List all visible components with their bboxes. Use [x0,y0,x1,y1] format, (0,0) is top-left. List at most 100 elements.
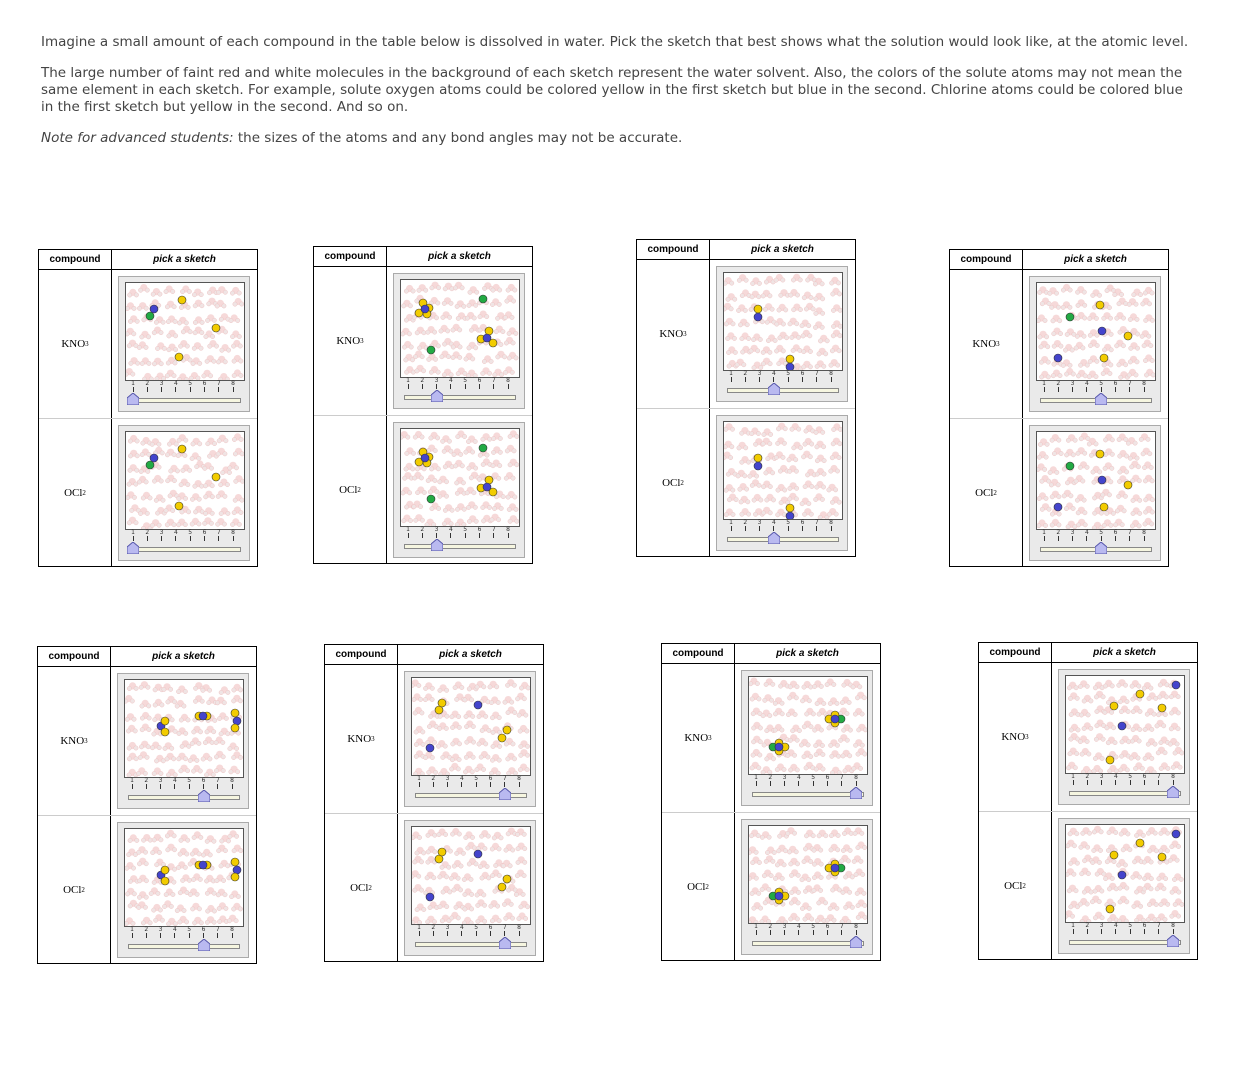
sketch-view[interactable] [1065,675,1185,774]
slider-thumb[interactable] [767,532,780,544]
slider-tick: 6 [799,519,807,531]
slider-thumb[interactable] [767,383,780,395]
sketch-view[interactable] [125,431,245,530]
slider-thumb[interactable] [127,542,139,554]
slider-tick: 6 [799,370,807,382]
sketch-view[interactable] [124,679,244,778]
pick-sketch-header: pick a sketch [111,647,256,667]
sketch-view[interactable] [1036,431,1156,530]
sketch-view[interactable] [411,826,531,925]
solute-atom [149,304,159,314]
slider-thumb[interactable] [850,787,863,799]
sketch-view[interactable] [1036,282,1156,381]
slider-tick: 6 [1112,529,1120,541]
slider-tick: 4 [1112,922,1120,934]
slider-tick: 4 [1112,773,1120,785]
slider-track[interactable] [404,395,516,400]
compound-name: OCl 2 [950,419,1023,567]
slider-tick: 7 [1155,922,1163,934]
slider-tick: 8 [1140,380,1148,392]
slider-track[interactable] [129,547,241,552]
solute-atom [488,338,498,348]
solute-atom [1117,870,1127,880]
slider-track[interactable] [128,944,240,949]
slider-tick: 3 [1098,922,1106,934]
slider-track[interactable] [1069,940,1181,945]
solute-atom [1065,461,1075,471]
sketch-view[interactable] [748,676,868,775]
sketch-view[interactable] [411,677,531,776]
slider-thumb[interactable] [850,936,863,948]
solute-atom [230,857,240,867]
slider-thumb[interactable] [430,390,443,402]
slider-thumb[interactable] [498,937,511,949]
slider-thumb[interactable] [430,539,443,551]
slider-track[interactable] [752,792,864,797]
slider-tick: 8 [852,923,860,935]
slider-tick: 2 [142,777,150,789]
slider-track[interactable] [727,537,839,542]
sketch-view[interactable] [1065,824,1185,923]
compound-name: KNO 3 [979,663,1052,811]
compound-header: compound [662,644,735,664]
slider-thumb[interactable] [197,790,210,802]
slider-thumb[interactable] [1167,935,1180,947]
solute-atom [420,304,430,314]
solute-atom [1053,502,1063,512]
instruction-paragraph-3: Note for advanced students: the sizes of… [41,130,1191,147]
advanced-note-label: Note for advanced students: [41,130,234,146]
compound-name: KNO 3 [39,270,112,418]
slider-tick: 7 [501,775,509,787]
slider-track[interactable] [129,398,241,403]
slider-tick: 2 [429,924,437,936]
sketch-view[interactable] [125,282,245,381]
slider-tick: 2 [766,923,774,935]
slider-track[interactable] [752,941,864,946]
slider-thumb[interactable] [1095,542,1108,554]
sketch-view[interactable] [748,825,868,924]
slider-thumb[interactable] [1095,393,1108,405]
slider-track[interactable] [727,388,839,393]
slider-tick: 7 [813,370,821,382]
sketch-view[interactable] [124,828,244,927]
sketch-view[interactable] [723,272,843,371]
slider-track[interactable] [128,795,240,800]
sketch-view[interactable] [400,428,520,527]
slider-tick: 4 [1083,380,1091,392]
slider-tick: 7 [215,380,223,392]
slider-tick: 4 [171,777,179,789]
solute-atom [830,714,840,724]
slider-tick: 7 [1126,529,1134,541]
slider-track[interactable] [404,544,516,549]
sketch-view[interactable] [723,421,843,520]
slider-thumb[interactable] [498,788,511,800]
slider-tick: 2 [142,926,150,938]
slider-tick: 8 [852,774,860,786]
slider-track[interactable] [1069,791,1181,796]
compound-header: compound [979,643,1052,663]
slider-track[interactable] [415,793,527,798]
slider-thumb[interactable] [127,393,139,405]
sketch-view[interactable] [400,279,520,378]
slider-tick: 7 [214,926,222,938]
slider-tick: 4 [172,380,180,392]
slider-track[interactable] [415,942,527,947]
solute-atom [1117,721,1127,731]
solute-atom [425,892,435,902]
slider-tick: 3 [157,926,165,938]
solute-atom [437,847,447,857]
slider-thumb[interactable] [197,939,210,951]
slider-tick: 2 [1054,529,1062,541]
slider-thumb[interactable] [1167,786,1180,798]
